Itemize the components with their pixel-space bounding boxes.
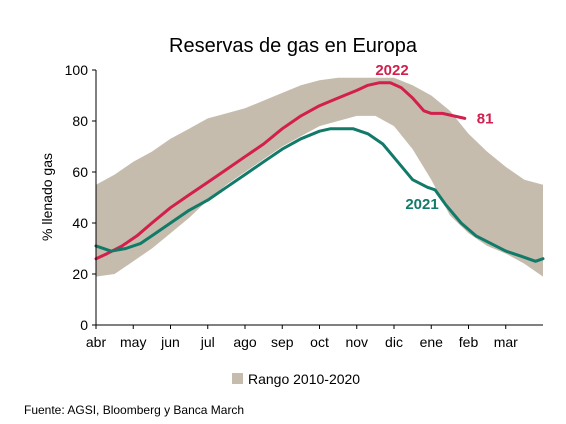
chart-title: Reservas de gas en Europa: [169, 35, 418, 57]
series-label-2022: 2022: [375, 62, 408, 79]
x-tick-label: oct: [310, 334, 329, 350]
y-tick-label: 40: [72, 215, 88, 231]
x-tick-label: abr: [86, 334, 107, 350]
x-tick-label: nov: [345, 334, 368, 350]
x-tick-label: jul: [200, 334, 215, 350]
y-tick-label: 0: [80, 317, 88, 333]
labels-layer: 2022 81 2021: [375, 62, 493, 213]
x-tick-label: feb: [459, 334, 479, 350]
legend: Rango 2010-2020: [232, 371, 360, 387]
x-tick-label: mar: [494, 334, 518, 350]
y-tick-label: 80: [72, 113, 88, 129]
x-tick-label: ene: [420, 334, 444, 350]
legend-label: Rango 2010-2020: [248, 371, 360, 387]
x-tick-label: dic: [385, 334, 403, 350]
x-tick-label: jun: [160, 334, 180, 350]
source-note: Fuente: AGSI, Bloomberg y Banca March: [24, 403, 245, 417]
series-end-label-2022: 81: [477, 110, 494, 127]
y-axis-label: % llenado gas: [39, 153, 55, 241]
series-label-2021: 2021: [405, 196, 438, 213]
series-line-2022: [94, 81, 467, 261]
y-tick-label: 20: [72, 266, 88, 282]
series-line-2021: [94, 127, 545, 263]
series-layer: [94, 81, 545, 263]
y-tick-label: 60: [72, 164, 88, 180]
legend-swatch: [232, 373, 243, 384]
x-tick-label: sep: [271, 334, 294, 350]
y-tick-label: 100: [65, 62, 89, 78]
x-tick-label: ago: [233, 334, 257, 350]
axes-layer: 0 20 40 60 80 100 abr may jun jul ago sep oct nov dic e…: [65, 62, 543, 350]
x-tick-label: may: [120, 334, 146, 350]
range-band-layer: [96, 77, 543, 277]
range-band: [96, 77, 543, 277]
